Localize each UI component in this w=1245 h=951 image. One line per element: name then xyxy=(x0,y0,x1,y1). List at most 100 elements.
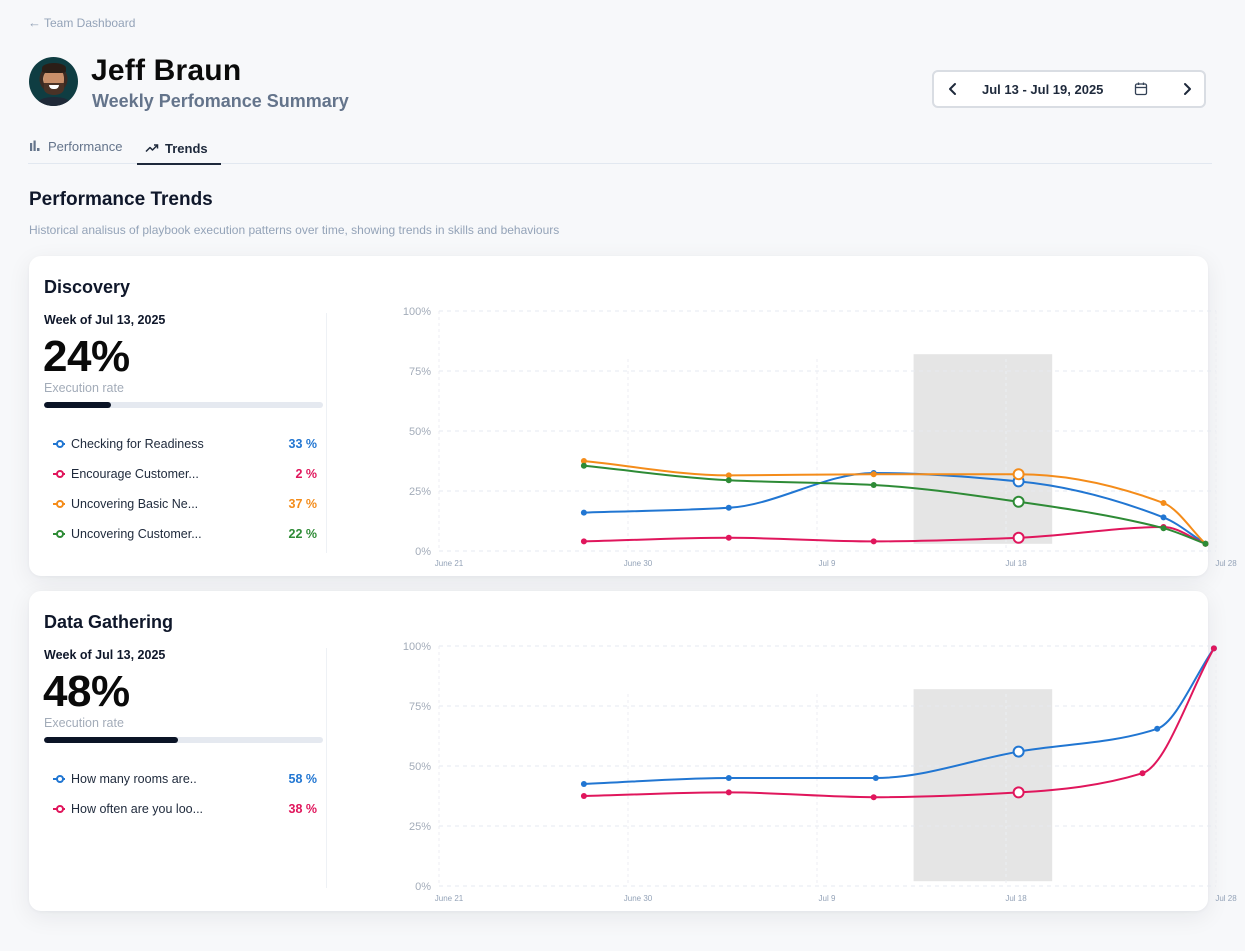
x-tick-label: June 30 xyxy=(624,894,653,903)
tab-performance[interactable]: Performance xyxy=(28,130,122,162)
date-range-picker: Jul 13 - Jul 19, 2025 xyxy=(932,70,1206,108)
chevron-right-icon xyxy=(1184,83,1191,95)
user-name: Jeff Braun xyxy=(91,54,242,87)
x-tick-label: Jul 18 xyxy=(1005,559,1027,568)
series-line-icon xyxy=(53,805,65,813)
legend: Checking for Readiness 33 % Encourage Cu… xyxy=(53,429,317,549)
data-point xyxy=(725,477,732,484)
section-title: Performance Trends xyxy=(29,189,213,210)
date-range-label[interactable]: Jul 13 - Jul 19, 2025 xyxy=(982,82,1104,97)
current-week-point xyxy=(1012,745,1025,758)
y-tick-label: 100% xyxy=(403,306,431,318)
execution-rate-progress xyxy=(44,402,323,408)
x-tick-label: June 21 xyxy=(435,894,464,903)
data-point xyxy=(872,775,879,781)
week-label: Week of Jul 13, 2025 xyxy=(44,313,166,327)
data-point xyxy=(1160,500,1167,506)
y-tick-label: 50% xyxy=(409,761,431,773)
data-point xyxy=(725,775,732,781)
next-week-button[interactable] xyxy=(1172,72,1202,106)
data-point xyxy=(725,789,732,796)
x-tick-label: June 30 xyxy=(624,559,653,568)
card-title: Discovery xyxy=(44,277,131,297)
series-line xyxy=(583,647,1215,799)
section-description: Historical analisus of playbook executio… xyxy=(29,223,560,237)
calendar-icon[interactable] xyxy=(1133,81,1149,97)
tab-performance-label: Performance xyxy=(48,138,123,154)
legend-item[interactable]: Encourage Customer... 2 % xyxy=(53,459,317,489)
data-point xyxy=(1160,525,1167,532)
y-tick-label: 75% xyxy=(409,701,431,713)
data-point xyxy=(1154,725,1161,732)
series-line-icon xyxy=(53,775,65,783)
series-line-icon xyxy=(53,500,65,508)
series-line xyxy=(583,525,1206,545)
data-point xyxy=(580,458,587,464)
execution-rate-label: Execution rate xyxy=(44,381,124,395)
y-tick-label: 25% xyxy=(409,821,431,833)
series-line-icon xyxy=(53,530,65,538)
data-point xyxy=(725,472,732,479)
y-tick-label: 25% xyxy=(409,486,431,498)
legend-item[interactable]: Uncovering Basic Ne... 37 % xyxy=(53,489,317,519)
data-point xyxy=(1202,540,1209,547)
data-point xyxy=(1139,770,1146,777)
current-week-point xyxy=(1012,786,1025,799)
legend-name: Checking for Readiness xyxy=(71,437,204,451)
divider xyxy=(326,313,327,553)
y-tick-label: 0% xyxy=(415,546,431,558)
legend: How many rooms are.. 58 % How often are … xyxy=(53,764,317,824)
data-point xyxy=(580,793,587,799)
data-point xyxy=(725,504,732,511)
progress-fill xyxy=(44,737,178,743)
week-label: Week of Jul 13, 2025 xyxy=(44,648,166,662)
data-point xyxy=(870,471,877,478)
data-point xyxy=(870,482,877,488)
data-point xyxy=(1210,645,1217,652)
legend-value: 2 % xyxy=(295,467,317,481)
x-tick-label: Jul 9 xyxy=(819,894,836,903)
legend-name: Uncovering Customer... xyxy=(71,527,202,541)
y-tick-label: 0% xyxy=(415,881,431,893)
data-gathering-trend-chart: 0% 25% 50% 75% 100% June 21 June 30 Jul 9 Jul 18… xyxy=(359,631,1237,911)
series-line-icon xyxy=(53,470,65,478)
tab-trends[interactable]: Trends xyxy=(137,132,221,165)
back-to-team-dashboard-link[interactable]: ← Team Dashboard xyxy=(28,15,135,30)
avatar xyxy=(29,57,78,106)
current-week-point xyxy=(1012,495,1025,508)
previous-week-button[interactable] xyxy=(938,72,968,106)
legend-item[interactable]: How many rooms are.. 58 % xyxy=(53,764,317,794)
execution-rate-label: Execution rate xyxy=(44,716,124,730)
data-point xyxy=(725,534,732,541)
legend-value: 22 % xyxy=(288,527,318,541)
legend-item[interactable]: Checking for Readiness 33 % xyxy=(53,429,317,459)
legend-value: 37 % xyxy=(288,497,318,511)
trending-up-icon xyxy=(145,144,159,153)
trend-card-data-gathering: Data Gathering Week of Jul 13, 2025 48% … xyxy=(29,591,1237,911)
execution-rate-value: 24% xyxy=(43,332,130,381)
legend-value: 58 % xyxy=(288,772,318,786)
legend-item[interactable]: Uncovering Customer... 22 % xyxy=(53,519,317,549)
divider xyxy=(326,648,327,888)
card-title: Data Gathering xyxy=(44,612,174,632)
data-point xyxy=(580,509,587,516)
legend-item[interactable]: How often are you loo... 38 % xyxy=(53,794,317,824)
trend-card-discovery: Discovery Week of Jul 13, 2025 24% Execu… xyxy=(29,256,1237,576)
legend-name: How often are you loo... xyxy=(71,802,204,816)
data-point xyxy=(870,538,877,545)
current-week-point xyxy=(1012,531,1025,544)
data-point xyxy=(870,794,877,801)
series-line xyxy=(583,464,1206,545)
x-tick-label: June 21 xyxy=(435,559,464,568)
back-link-label: Team Dashboard xyxy=(44,15,136,30)
x-tick-label: Jul 9 xyxy=(819,559,836,568)
chevron-left-icon xyxy=(949,83,956,95)
current-week-point xyxy=(1012,468,1025,481)
discovery-trend-chart: 0% 25% 50% 75% 100% June 21 June 30 Jul 9 Jul 18… xyxy=(359,296,1237,576)
series-line xyxy=(583,647,1215,785)
x-tick-label: Jul 28 xyxy=(1215,559,1237,568)
series-line xyxy=(583,471,1207,545)
series-line-icon xyxy=(53,440,65,448)
series-line xyxy=(583,460,1207,545)
execution-rate-value: 48% xyxy=(43,667,130,716)
